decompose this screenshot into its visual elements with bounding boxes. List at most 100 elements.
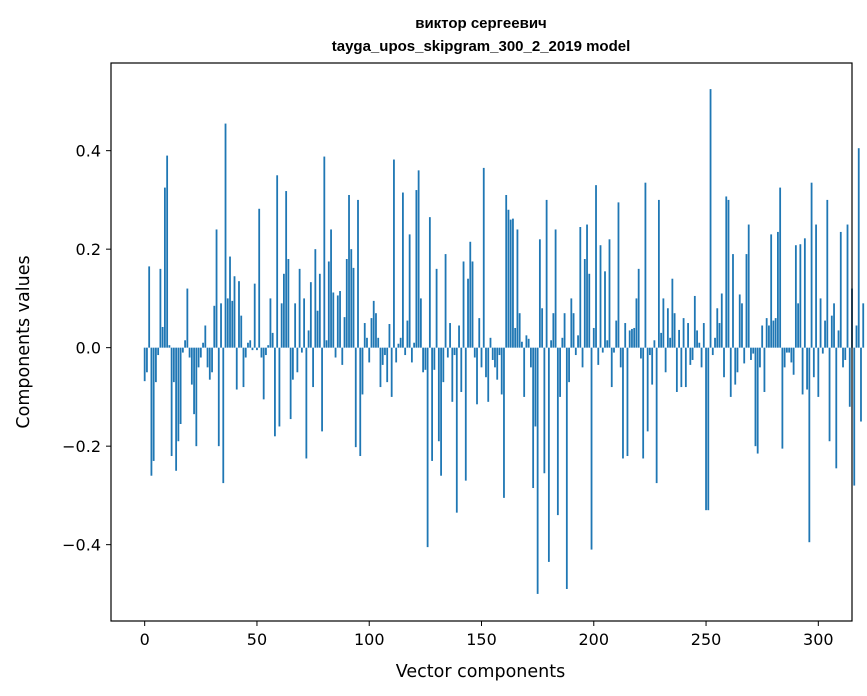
bar-208 [610, 347, 613, 388]
bar-94 [354, 347, 357, 448]
bar-64 [287, 259, 290, 348]
bar-217 [631, 328, 633, 348]
bar-113 [397, 343, 400, 348]
bar-151 [482, 167, 485, 348]
bar-4 [152, 347, 155, 461]
bar-67 [294, 303, 297, 348]
bar-106 [381, 347, 384, 365]
bar-173 [532, 347, 535, 489]
bar-148 [476, 347, 478, 405]
bar-174 [534, 347, 537, 427]
bar-240 [682, 318, 685, 348]
bar-298 [812, 347, 815, 378]
bar-123 [419, 298, 422, 348]
bar-241 [684, 347, 687, 388]
bar-140 [458, 325, 460, 348]
bar-183 [554, 229, 557, 348]
bar-274 [759, 347, 761, 368]
bar-32 [215, 229, 218, 348]
bar-13 [172, 347, 175, 383]
bar-58 [274, 347, 276, 437]
x-tick-label-50: 50 [247, 630, 267, 649]
bar-71 [303, 298, 306, 348]
bar-154 [489, 337, 492, 348]
bar-50 [256, 347, 258, 351]
bar-207 [608, 239, 611, 348]
bar-25 [199, 347, 202, 358]
bar-62 [283, 273, 285, 348]
bar-247 [698, 342, 701, 348]
bar-195 [581, 347, 584, 368]
bar-53 [262, 347, 265, 400]
bar-259 [725, 196, 728, 348]
bar-128 [431, 347, 433, 461]
bar-224 [646, 347, 649, 432]
bar-270 [750, 347, 752, 360]
bar-268 [745, 254, 748, 348]
bar-11 [168, 345, 171, 348]
bar-127 [428, 217, 431, 348]
bar-299 [815, 224, 817, 348]
bar-91 [348, 194, 350, 348]
bar-272 [754, 347, 757, 447]
bar-304 [826, 199, 829, 348]
bar-229 [657, 199, 660, 348]
bar-85 [334, 347, 337, 358]
bar-196 [583, 259, 586, 348]
bar-135 [446, 347, 449, 358]
bar-307 [833, 303, 835, 348]
bar-18 [184, 340, 186, 348]
bar-115 [402, 192, 404, 348]
bar-232 [664, 347, 667, 373]
bar-38 [229, 256, 231, 348]
bar-118 [408, 234, 411, 348]
bar-313 [846, 224, 849, 348]
bar-47 [249, 340, 252, 348]
x-tick-label-250: 250 [691, 630, 722, 649]
bar-226 [651, 347, 654, 385]
bar-175 [536, 347, 539, 594]
bar-273 [756, 347, 759, 454]
bar-200 [592, 327, 595, 348]
bar-314 [848, 347, 851, 407]
bar-285 [783, 347, 786, 368]
bar-12 [170, 347, 173, 457]
bar-255 [716, 308, 719, 348]
bar-319 [860, 347, 862, 422]
bar-275 [761, 325, 764, 348]
bar-283 [779, 187, 782, 348]
bar-234 [669, 337, 672, 348]
bar-265 [738, 294, 741, 348]
bar-125 [424, 347, 427, 370]
bar-74 [309, 282, 312, 348]
bar-114 [399, 337, 402, 348]
bar-21 [190, 347, 193, 385]
bar-0 [143, 347, 146, 382]
bar-144 [467, 278, 469, 348]
bar-306 [830, 315, 833, 348]
bar-231 [662, 298, 665, 348]
bar-99 [366, 337, 368, 348]
bar-292 [799, 244, 802, 348]
bar-97 [361, 347, 364, 395]
bar-75 [312, 347, 314, 388]
bar-19 [186, 288, 189, 348]
bar-39 [231, 300, 234, 348]
bar-262 [732, 254, 734, 348]
bar-317 [855, 325, 858, 348]
bar-107 [384, 347, 386, 356]
bar-14 [175, 347, 178, 471]
bar-227 [653, 340, 656, 348]
bar-92 [350, 249, 353, 348]
bar-221 [640, 347, 642, 359]
bar-278 [768, 325, 770, 348]
bar-136 [449, 323, 451, 348]
bar-269 [747, 224, 750, 348]
bar-2 [148, 266, 151, 348]
bar-79 [321, 347, 323, 432]
bar-77 [316, 310, 319, 348]
bar-43 [240, 315, 243, 348]
bar-72 [305, 347, 308, 459]
bar-246 [696, 330, 698, 348]
bar-82 [327, 261, 330, 348]
